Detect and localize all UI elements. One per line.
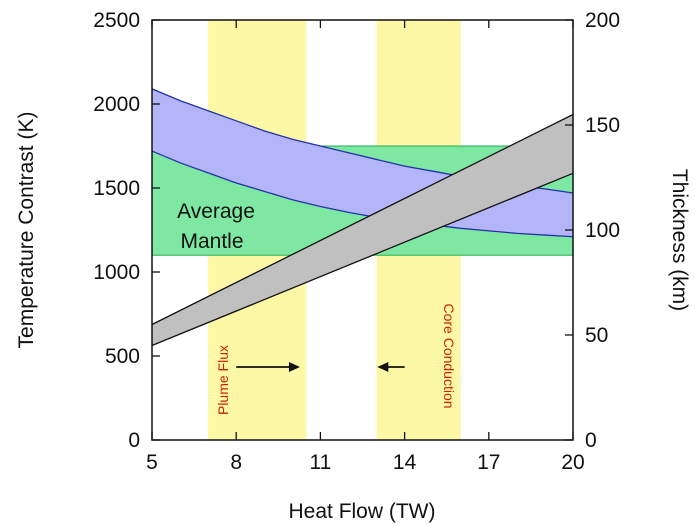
mantle-label-line1: Average [177,200,255,223]
y-tick-label: 2500 [93,9,140,32]
y2-tick-label: 100 [585,219,620,242]
y2-tick-label: 150 [585,114,620,137]
y2-tick-label: 200 [585,9,620,32]
x-tick-label: 14 [393,451,417,474]
arrow-1-head [377,362,389,372]
series-0-lower-line [151,150,574,238]
y-tick-label: 2000 [93,93,140,116]
y2-tick-label: 0 [585,429,597,452]
arrows-layer [236,362,405,372]
annot-layer: Average Mantle Plume Flux Core Conductio… [177,200,457,415]
series-1-band [152,114,573,346]
x-tick-label: 20 [561,451,584,474]
arrow-0-head [288,362,300,372]
y-tick-label: 1000 [93,261,140,284]
y-tick-label: 0 [128,429,140,452]
y2-axis-label: Thickness (km) [668,169,691,311]
y-tick-label: 500 [105,345,140,368]
y-tick-label: 1500 [93,177,140,200]
x-tick-label: 8 [230,451,242,474]
x-tick-label: 11 [309,451,331,474]
band-label-core-conduction: Core Conduction [441,303,457,408]
x-axis-label: Heat Flow (TW) [289,500,436,523]
band-label-plume-flux: Plume Flux [215,345,231,415]
y2-tick-label: 50 [585,324,608,347]
series-1-upper-line [151,113,574,326]
series-layer [151,88,574,347]
ticks-layer: 5 8 11 14 17 20050010001500200025000501001502… [93,9,620,474]
series-1-lower-line [151,172,574,347]
mantle-label-line2: Mantle [180,230,243,253]
y-axis-label: Temperature Contrast (K) [15,112,38,349]
x-tick-label: 17 [477,451,500,474]
x-tick-label: 5 [146,451,158,474]
